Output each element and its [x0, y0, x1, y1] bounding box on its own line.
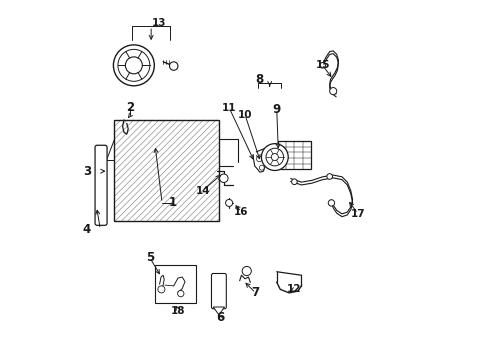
- Circle shape: [292, 179, 297, 185]
- Text: 13: 13: [151, 18, 166, 28]
- Circle shape: [320, 63, 325, 68]
- Text: 1: 1: [169, 197, 177, 210]
- Bar: [155, 265, 196, 303]
- Circle shape: [177, 291, 184, 297]
- Bar: [278, 141, 311, 170]
- Text: 11: 11: [222, 103, 236, 113]
- Bar: [115, 120, 219, 221]
- Text: 12: 12: [287, 284, 302, 294]
- Circle shape: [266, 148, 284, 166]
- Text: 6: 6: [216, 311, 224, 324]
- Text: 18: 18: [171, 306, 185, 315]
- FancyBboxPatch shape: [95, 145, 107, 225]
- Circle shape: [271, 153, 278, 161]
- Circle shape: [259, 165, 264, 170]
- Circle shape: [242, 266, 251, 276]
- Text: 16: 16: [234, 207, 249, 217]
- Text: 9: 9: [272, 103, 281, 116]
- Circle shape: [256, 156, 262, 162]
- Circle shape: [261, 144, 288, 171]
- Circle shape: [125, 57, 142, 74]
- Text: 14: 14: [196, 186, 210, 195]
- Circle shape: [328, 200, 335, 206]
- Text: 2: 2: [126, 101, 134, 114]
- FancyBboxPatch shape: [212, 274, 226, 309]
- Circle shape: [225, 199, 233, 206]
- Text: 7: 7: [251, 287, 260, 300]
- Circle shape: [170, 62, 178, 70]
- Polygon shape: [213, 307, 224, 315]
- Circle shape: [113, 45, 154, 86]
- Text: 10: 10: [238, 110, 252, 120]
- Circle shape: [220, 174, 228, 183]
- Circle shape: [118, 49, 150, 81]
- Circle shape: [158, 286, 165, 293]
- Circle shape: [330, 87, 337, 95]
- Text: 15: 15: [316, 60, 330, 70]
- Text: 5: 5: [146, 251, 154, 264]
- Text: 3: 3: [83, 165, 91, 178]
- Circle shape: [327, 174, 333, 179]
- Text: 8: 8: [255, 73, 263, 86]
- Text: 17: 17: [350, 208, 365, 219]
- Bar: [115, 120, 219, 221]
- Text: 4: 4: [83, 223, 91, 236]
